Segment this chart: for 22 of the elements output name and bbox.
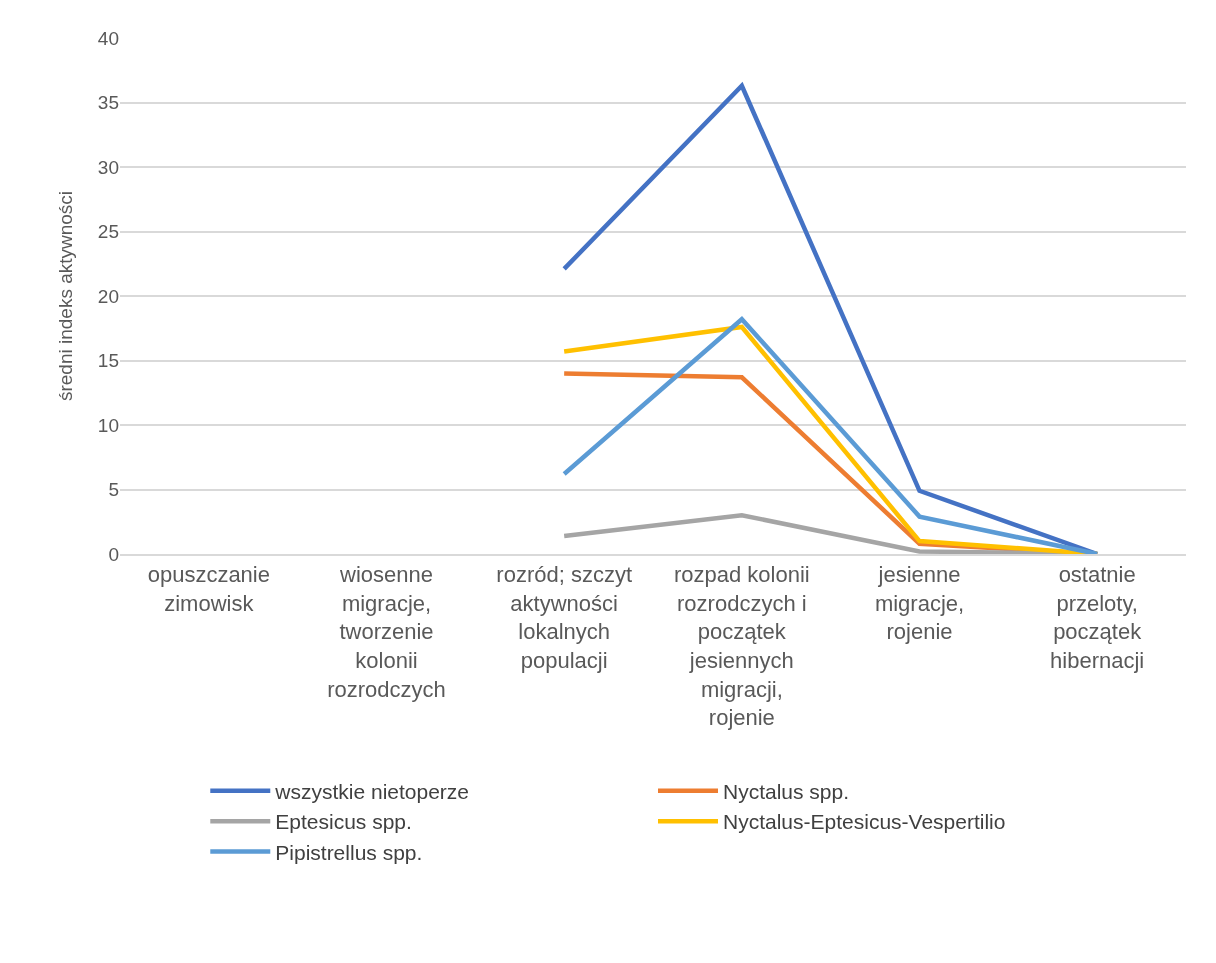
legend-label: Nyctalus-Eptesicus-Vespertilio bbox=[723, 810, 1006, 834]
y-tick-label: 40 bbox=[97, 27, 119, 49]
y-tick-label: 15 bbox=[97, 350, 119, 372]
x-tick-label: rozpad kolonii rozrodczych i początek jesiennych migracji, rojenie bbox=[673, 562, 810, 731]
x-tick-label: rozród; szczyt aktywności lokalnych populacji bbox=[496, 562, 633, 673]
legend-label: Eptesicus spp. bbox=[275, 810, 412, 834]
x-tick-label: opuszczanie zimowisk bbox=[147, 562, 270, 616]
legend-label: Nyctalus spp. bbox=[723, 780, 850, 804]
x-tick-label: ostatnie przeloty, początek hibernacji bbox=[1050, 562, 1145, 673]
legend-label: Pipistrellus spp. bbox=[275, 840, 423, 864]
y-tick-label: 20 bbox=[97, 285, 119, 307]
y-tick-label: 30 bbox=[97, 156, 119, 178]
y-tick-label: 25 bbox=[97, 221, 119, 243]
y-axis-title: średni indeks aktywności bbox=[54, 190, 76, 402]
line-series bbox=[561, 83, 1100, 554]
y-tick-label: 35 bbox=[97, 92, 119, 114]
y-tick-label: 5 bbox=[108, 479, 119, 501]
x-tick-label: wiosenne migracje, tworzenie kolonii rozrodczych bbox=[327, 562, 446, 702]
y-tick-label: 0 bbox=[108, 543, 119, 565]
x-tick-label: jesienne migracje, rojenie bbox=[874, 562, 965, 645]
y-tick-label: 10 bbox=[97, 414, 119, 436]
legend-label: wszystkie nietoperze bbox=[274, 780, 470, 804]
